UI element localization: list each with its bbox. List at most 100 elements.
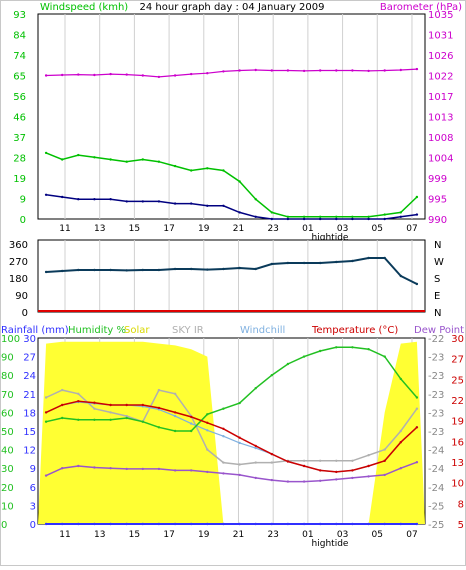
humidity-line-point — [399, 377, 402, 381]
dewpoint-line-point — [157, 467, 161, 471]
humidity-line-point — [286, 362, 290, 366]
y-tick-label: -23 — [428, 390, 444, 401]
windspeed-line-point — [125, 160, 128, 163]
y-tick-label: 37 — [13, 133, 26, 144]
wind-average-line-point — [415, 213, 419, 216]
wind-average-line-point — [125, 200, 128, 203]
y-tick-label: -25 — [428, 520, 444, 531]
wind-direction-line-point — [77, 268, 80, 272]
windchill-line-point — [206, 429, 209, 432]
direction-degrees-axis: 360 270 180 90 0 — [9, 240, 28, 319]
humidity-line-point — [351, 346, 354, 349]
sky-ir-line-point — [367, 454, 370, 457]
humidity-line-point — [173, 429, 177, 433]
humidity-line-point — [44, 420, 48, 423]
temperature-line-point — [302, 464, 306, 468]
x-tick-label: 17 — [163, 530, 174, 540]
dewpoint-line-point — [302, 480, 306, 483]
y-tick-label: 1004 — [428, 154, 453, 165]
rainfall-line-point — [270, 522, 273, 526]
x-tick-label: 07 — [406, 530, 417, 540]
humidity-line-point — [125, 416, 128, 420]
windspeed-line-point — [238, 180, 241, 183]
sky-ir-line-point — [44, 396, 48, 399]
y-tick-label: 27 — [23, 353, 36, 364]
temperature-line-point — [157, 406, 161, 410]
wind-average-line-point — [44, 193, 48, 196]
windspeed-line-point — [173, 164, 177, 168]
y-tick-label: 28 — [13, 154, 26, 165]
temperature-axis: 30 27 25 22 19 16 13 10 8 5 — [451, 334, 464, 531]
x-tick-label: 15 — [129, 530, 140, 540]
dewpoint-line-point — [319, 479, 322, 482]
y-tick-label: 16 — [451, 437, 464, 448]
panel1-grid — [64, 14, 413, 219]
legend-windchill: Windchill — [240, 325, 285, 336]
wind-direction-line-point — [206, 268, 209, 271]
y-tick-label: 100 — [1, 334, 20, 345]
windchill-line-point — [254, 446, 257, 450]
barometer-line-point — [44, 74, 48, 77]
barometer-line-point — [238, 69, 241, 72]
wind-direction-line-point — [93, 268, 96, 272]
rainfall-line-point — [44, 522, 48, 526]
y-tick-label: W — [434, 257, 444, 268]
dewpoint-line — [45, 461, 418, 483]
wind-direction-line-point — [383, 256, 386, 260]
sky-ir-line-point — [335, 459, 338, 462]
x-tick-label: 23 — [267, 224, 278, 234]
sky-ir-line-point — [238, 463, 241, 466]
humidity-line-point — [302, 355, 306, 358]
barometer-line-point — [125, 73, 128, 76]
barometer-line-point — [61, 73, 64, 77]
wind-direction-line-point — [367, 256, 370, 260]
sky-ir-line-point — [157, 388, 161, 392]
windspeed-line-point — [190, 169, 193, 172]
rainfall-line-point — [415, 522, 419, 526]
temperature-line-point — [383, 459, 386, 462]
rainfall-line-point — [302, 522, 306, 526]
panel3-time-axis: 11 13 15 17 19 21 23 01 03 05 07 — [59, 530, 417, 540]
temperature-line-point — [351, 469, 354, 472]
temperature-line-point — [93, 401, 96, 404]
wind-average-line-point — [61, 195, 64, 199]
windspeed-line — [45, 152, 418, 218]
windspeed-label: Windspeed (kmh) — [40, 2, 128, 13]
dewpoint-line-point — [367, 475, 370, 478]
humidity-line-point — [93, 418, 96, 421]
humidity-line-point — [238, 401, 241, 405]
dewpoint-line-point — [109, 467, 112, 470]
humidity-line-point — [383, 355, 386, 358]
rainfall-line-point — [141, 522, 144, 526]
dewpoint-line-point — [254, 476, 257, 480]
barometer-line-point — [335, 69, 338, 72]
panel1-series — [44, 67, 419, 221]
humidity-line-point — [335, 346, 338, 349]
wind-average-line-point — [93, 198, 96, 201]
y-tick-label: -22 — [428, 334, 444, 345]
panel1-time-axis: 11 13 15 17 19 21 23 01 03 05 07 — [59, 224, 417, 234]
wind-direction-line-point — [254, 267, 257, 271]
barometer-line-point — [351, 69, 354, 72]
y-tick-label: 27 — [451, 355, 464, 366]
x-tick-label: 03 — [337, 530, 348, 540]
x-tick-label: 13 — [94, 530, 105, 540]
wind-average-line-point — [141, 200, 144, 203]
y-tick-label: 18 — [23, 408, 36, 419]
legend-dewpoint: Dew Point — [414, 325, 464, 336]
y-tick-label: -24 — [428, 464, 444, 475]
y-tick-label: 270 — [9, 257, 28, 268]
sky-ir-line-point — [206, 448, 209, 451]
windspeed-line-point — [383, 213, 386, 216]
temperature-line-point — [238, 436, 241, 439]
dewpoint-line-point — [222, 472, 225, 475]
y-tick-label: 1013 — [428, 113, 453, 124]
dewpoint-line-point — [61, 467, 64, 470]
legend-humidity: Humidity % — [68, 325, 126, 336]
humidity-line-point — [190, 429, 193, 433]
y-tick-label: 22 — [451, 396, 464, 407]
temperature-line-point — [109, 403, 112, 407]
humidity-line-point — [415, 396, 419, 399]
humidity-line-point — [270, 374, 273, 377]
dewpoint-line-point — [125, 467, 128, 471]
